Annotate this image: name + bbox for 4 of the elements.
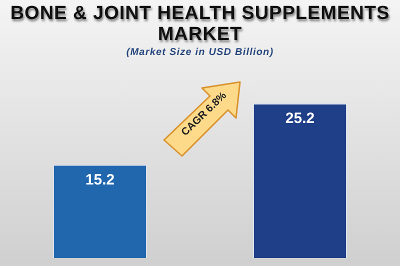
- chart-subtitle: (Market Size in USD Billion): [125, 47, 275, 58]
- data-label: 15.2: [85, 171, 115, 188]
- chart-title: BONE & JOINT HEALTH SUPPLEMENTS MARKET: [9, 2, 391, 45]
- data-label: 25.2: [285, 110, 315, 128]
